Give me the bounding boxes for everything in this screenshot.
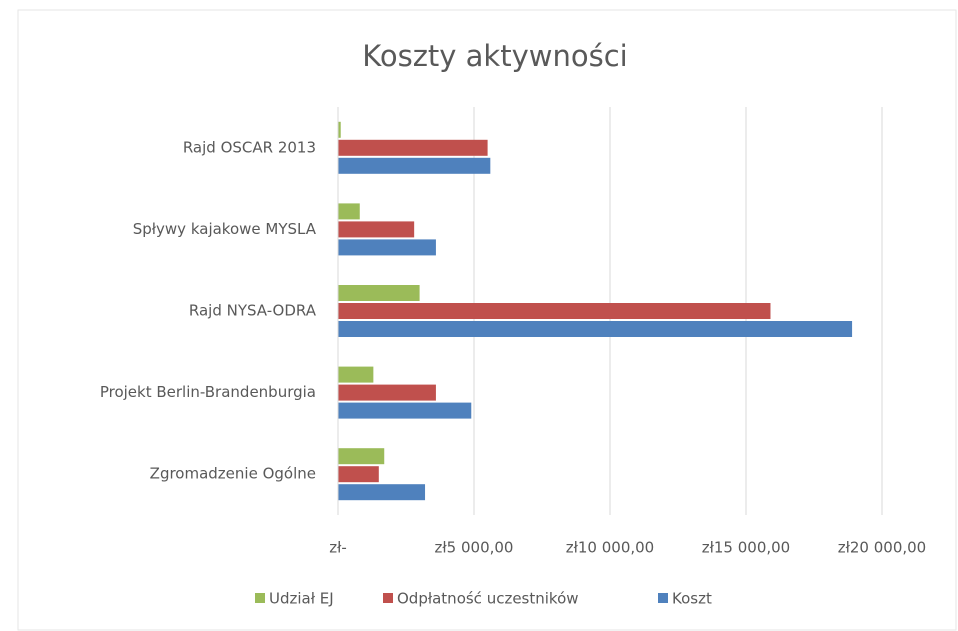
bar — [338, 139, 488, 156]
y-tick-label: Projekt Berlin-Brandenburgia — [100, 383, 316, 401]
legend-swatch — [658, 593, 668, 603]
y-tick-label: Zgromadzenie Ogólne — [150, 465, 316, 483]
y-tick-label: Spływy kajakowe MYSLA — [133, 220, 317, 238]
x-tick-label: zł10 000,00 — [566, 539, 654, 557]
y-tick-label: Rajd OSCAR 2013 — [183, 138, 316, 156]
y-tick-label: Rajd NYSA-ODRA — [189, 302, 317, 320]
bar — [338, 402, 472, 419]
x-tick-label: zł15 000,00 — [702, 539, 790, 557]
bar — [338, 239, 436, 256]
x-tick-label: zł20 000,00 — [838, 539, 926, 557]
bar — [338, 484, 426, 501]
chart-frame — [17, 9, 957, 631]
x-tick-label: zł5 000,00 — [435, 539, 514, 557]
legend-label: Udział EJ — [269, 590, 334, 608]
bar — [338, 466, 379, 483]
x-tick-label: zł- — [329, 539, 347, 557]
bar — [338, 321, 853, 337]
chart-title: Koszty aktywności — [362, 39, 627, 73]
legend-swatch — [383, 593, 393, 603]
bar — [338, 303, 771, 319]
bar — [338, 157, 491, 174]
bar — [338, 366, 374, 383]
legend-label: Koszt — [672, 590, 712, 608]
bar — [338, 285, 420, 301]
bar — [338, 221, 415, 238]
bar — [338, 384, 436, 401]
bar — [338, 203, 360, 220]
bar — [338, 448, 385, 465]
legend-swatch — [255, 593, 265, 603]
legend-label: Odpłatność uczestników — [397, 590, 579, 608]
bar — [338, 121, 341, 138]
